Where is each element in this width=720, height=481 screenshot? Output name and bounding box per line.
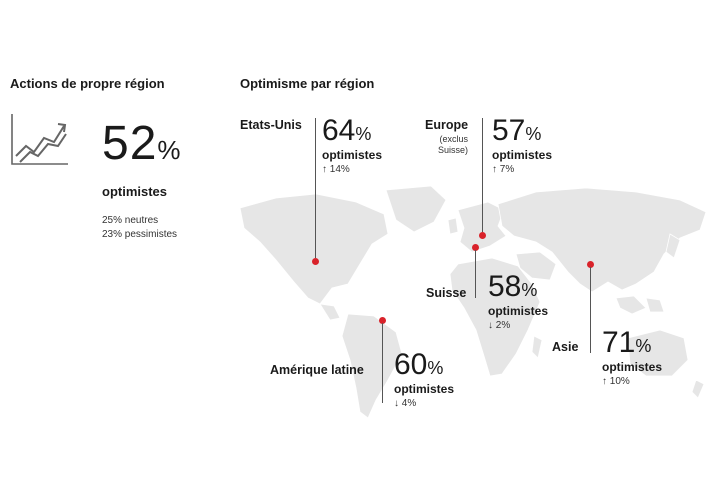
- region-swiss-label: optimistes: [488, 304, 549, 318]
- right-section-title: Optimisme par région: [240, 76, 375, 91]
- region-us-marker: [312, 258, 319, 265]
- left-neutral: 25% neutres: [102, 215, 159, 226]
- region-europe-marker: [479, 232, 486, 239]
- region-us-leader-line: [315, 118, 316, 258]
- left-value-number: 52: [102, 117, 158, 170]
- region-europe-name: Europe: [425, 118, 469, 132]
- region-europe-value-unit: %: [525, 124, 542, 144]
- region-latam-leader-line: [382, 323, 383, 403]
- region-latam-marker: [379, 317, 386, 324]
- region-europe-value-number: 57: [492, 114, 526, 147]
- region-asia-name: Asie: [552, 340, 579, 354]
- region-swiss-leader-line: [475, 250, 476, 298]
- region-latam-value: 60%: [394, 350, 443, 380]
- region-us-value-unit: %: [355, 124, 372, 144]
- region-asia-marker: [587, 261, 594, 268]
- region-asia-delta: ↑ 10%: [602, 376, 630, 387]
- region-us-label: optimistes: [322, 148, 383, 162]
- region-swiss-value-number: 58: [488, 270, 522, 303]
- region-latam-value-number: 60: [394, 348, 428, 381]
- left-value: 52%: [102, 120, 182, 168]
- region-swiss-name: Suisse: [426, 286, 467, 300]
- region-us-name: Etats-Unis: [240, 118, 302, 132]
- world-map: [239, 185, 707, 419]
- region-swiss-value: 58%: [488, 272, 537, 302]
- left-pessimist: 23% pessimistes: [102, 229, 178, 240]
- region-asia-label: optimistes: [602, 360, 663, 374]
- region-latam-delta: ↓ 4%: [394, 398, 417, 409]
- region-europe-leader-line: [482, 118, 483, 232]
- region-europe-sub2: Suisse): [437, 145, 468, 155]
- region-europe-sub1: (exclus: [439, 134, 468, 144]
- region-asia-value: 71%: [602, 328, 651, 358]
- region-europe-value: 57%: [492, 116, 541, 146]
- region-europe-delta: ↑ 7%: [492, 164, 515, 175]
- region-europe-label: optimistes: [492, 148, 553, 162]
- region-us-value: 64%: [322, 116, 371, 146]
- region-swiss-marker: [472, 244, 479, 251]
- region-asia-leader-line: [590, 267, 591, 353]
- left-section-title: Actions de propre région: [10, 76, 165, 91]
- region-asia-value-number: 71: [602, 326, 636, 359]
- region-swiss-delta: ↓ 2%: [488, 320, 511, 331]
- region-us-value-number: 64: [322, 114, 356, 147]
- region-latam-value-unit: %: [427, 358, 444, 378]
- region-latam-label: optimistes: [394, 382, 455, 396]
- left-label: optimistes: [102, 184, 168, 199]
- region-us-delta: ↑ 14%: [322, 164, 350, 175]
- region-latam-name: Amérique latine: [270, 363, 364, 377]
- region-asia-value-unit: %: [635, 336, 652, 356]
- region-swiss-value-unit: %: [521, 280, 538, 300]
- left-value-unit: %: [157, 135, 182, 165]
- trend-up-chart-icon: [11, 114, 68, 165]
